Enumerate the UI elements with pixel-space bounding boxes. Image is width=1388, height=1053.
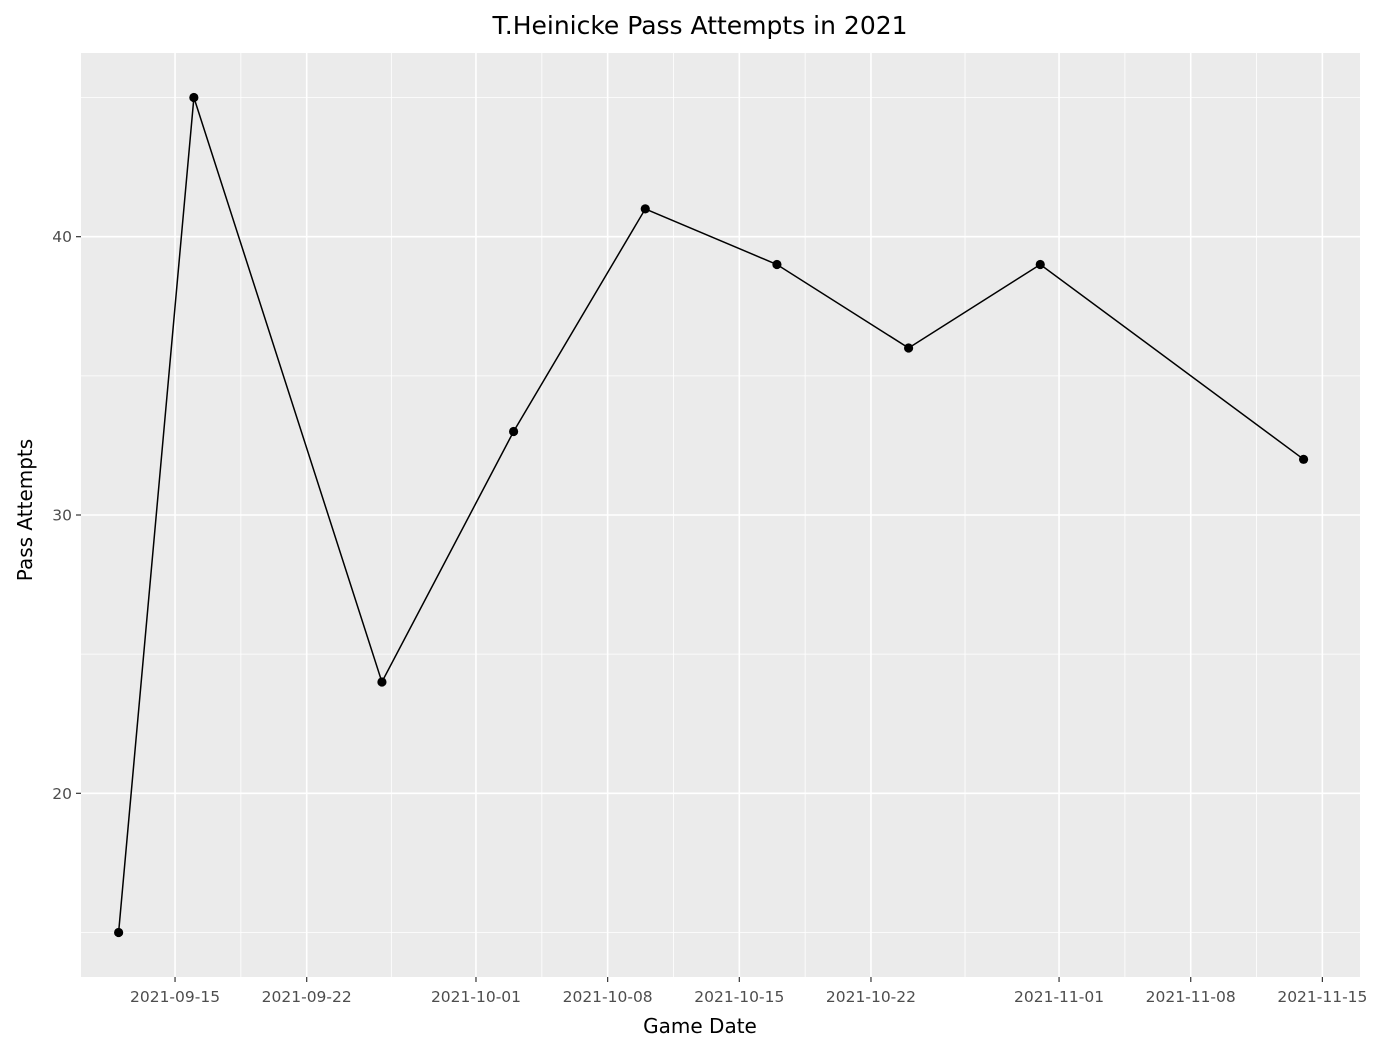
y-axis: 20 30 40 bbox=[52, 228, 81, 803]
data-point bbox=[189, 92, 199, 103]
x-tick-label: 2021-09-22 bbox=[262, 988, 352, 1006]
y-tick-label: 40 bbox=[52, 228, 72, 246]
y-tick-label: 20 bbox=[52, 785, 72, 803]
data-point bbox=[903, 343, 914, 353]
x-tick-label: 2021-10-15 bbox=[694, 988, 784, 1006]
data-point bbox=[1298, 454, 1309, 464]
y-axis-label: Pass Attempts bbox=[13, 439, 37, 581]
data-point bbox=[509, 426, 519, 437]
data-point bbox=[1035, 259, 1045, 270]
x-tick-label: 2021-09-15 bbox=[130, 988, 220, 1006]
x-axis-label: Game Date bbox=[643, 1014, 757, 1038]
x-tick-label: 2021-11-01 bbox=[1014, 988, 1104, 1006]
data-point bbox=[640, 204, 650, 214]
data-point bbox=[377, 677, 387, 687]
x-tick-label: 2021-11-15 bbox=[1277, 988, 1367, 1006]
major-grid bbox=[81, 53, 1360, 977]
chart-title: T.Heinicke Pass Attempts in 2021 bbox=[491, 11, 907, 40]
x-axis: 2021-09-15 2021-09-22 2021-10-01 2021-10-08… bbox=[130, 977, 1367, 1006]
x-tick-label: 2021-10-22 bbox=[826, 988, 916, 1006]
x-tick-label: 2021-11-08 bbox=[1146, 988, 1236, 1006]
data-point bbox=[772, 259, 782, 270]
y-tick-label: 30 bbox=[52, 507, 72, 525]
x-tick-label: 2021-10-08 bbox=[563, 988, 653, 1006]
series-pass-attempts bbox=[114, 92, 1309, 938]
data-point bbox=[114, 927, 124, 938]
x-tick-label: 2021-10-01 bbox=[431, 988, 521, 1006]
